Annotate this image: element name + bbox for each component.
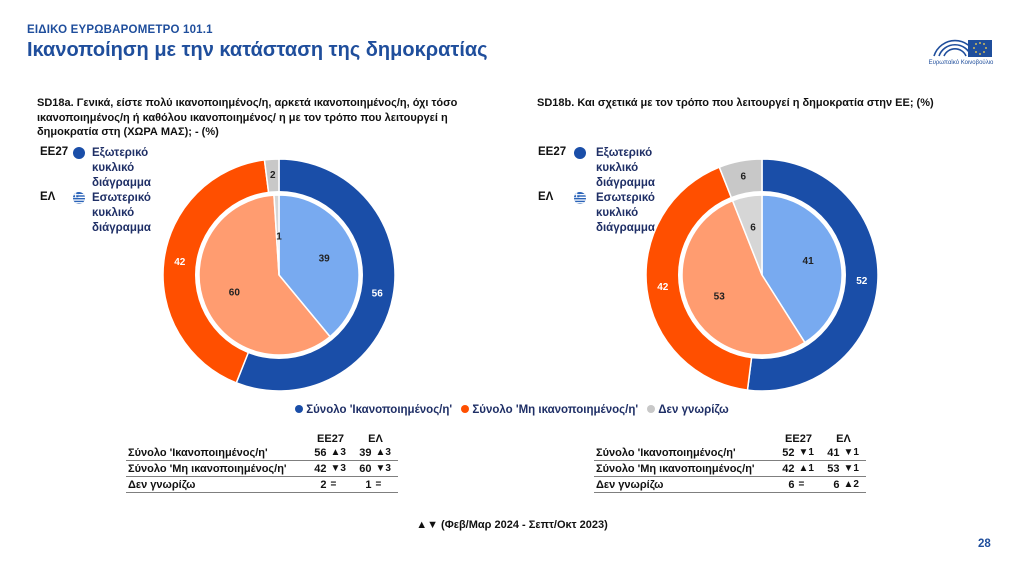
legend-gr-code: ΕΛ — [40, 191, 56, 203]
table-row: Σύνολο 'Μη ικανοποιημένος/η' 42 ▲1 53 ▼1 — [594, 460, 866, 477]
eu-value: 6 — [776, 476, 797, 493]
eu-change: ▼3 — [328, 460, 353, 477]
eu-value: 42 — [308, 460, 329, 477]
table-row: Σύνολο 'Ικανοποιημένος/η' 52 ▼1 41 ▼1 — [594, 445, 866, 461]
gr-value: 53 — [820, 460, 842, 477]
row-label: Δεν γνωρίζω — [594, 476, 776, 493]
outer-label-satisfied: 56 — [372, 288, 384, 299]
table-row: Σύνολο 'Ικανοποιημένος/η' 56 ▲3 39 ▲3 — [126, 445, 398, 461]
european-parliament-logo — [933, 39, 992, 57]
eu-value: 56 — [308, 445, 329, 461]
footnote: ▲▼ (Φεβ/Μαρ 2024 - Σεπτ/Οκτ 2023) — [416, 519, 608, 531]
dont-know-dot-icon — [647, 405, 656, 413]
row-label: Σύνολο 'Μη ικανοποιημένος/η' — [126, 460, 308, 477]
inner-label-satisfied: 41 — [803, 256, 815, 267]
inner-label-dont-know: 1 — [276, 232, 282, 243]
page-number: 28 — [978, 538, 991, 550]
table-header-gr: ΕΛ — [836, 432, 851, 445]
inner-label-dont-know: 6 — [750, 222, 756, 233]
eu-dot-icon — [574, 147, 586, 159]
legend-gr-code: ΕΛ — [538, 191, 554, 203]
inner-slice-dont-know — [731, 194, 763, 276]
outer-label-not-satisfied: 42 — [174, 257, 186, 268]
gr-change: ▲2 — [841, 476, 866, 493]
outer-label-dont-know: 2 — [270, 170, 276, 181]
eu-change: ▼1 — [796, 445, 821, 461]
eu-value: 52 — [776, 445, 797, 461]
not-satisfied-dot-icon — [461, 405, 470, 413]
inner-slice-dont-know — [273, 194, 280, 276]
legend-dont-know-label: Δεν γνωρίζω — [658, 404, 729, 416]
inner-slice-not-satisfied — [198, 194, 332, 356]
table-row: Σύνολο 'Μη ικανοποιημένος/η' 42 ▼3 60 ▼3 — [126, 460, 398, 477]
legend-eu-label: Εξωτερικό κυκλικό διάγραμμα — [596, 147, 655, 189]
page-title: Ικανοποίηση με την κατάσταση της δημοκρα… — [27, 39, 488, 61]
gr-change: ▼3 — [373, 460, 398, 477]
gr-change: ▼1 — [841, 460, 866, 477]
inner-slice-satisfied — [278, 194, 360, 338]
legend-eu-code: ΕΕ27 — [538, 146, 567, 158]
legend-eu-label: Εξωτερικό κυκλικό διάγραμμα — [92, 147, 151, 189]
question-sd18a: SD18a. Γενικά, είστε πολύ ικανοποιημένος… — [37, 97, 458, 138]
question-sd18b: SD18b. Και σχετικά με τον τρόπο που λειτ… — [537, 97, 934, 109]
legend-gr-label: Εσωτερικό κυκλικό διάγραμμα — [92, 192, 151, 234]
legend-item-dont-know: Δεν γνωρίζω — [647, 404, 729, 416]
gr-change: ▲3 — [373, 445, 398, 461]
row-label: Σύνολο 'Μη ικανοποιημένος/η' — [594, 460, 776, 477]
row-label: Δεν γνωρίζω — [126, 476, 308, 493]
eu-dot-icon — [73, 147, 85, 159]
gr-change: ▼1 — [841, 445, 866, 461]
legend-eu-code: ΕΕ27 — [40, 146, 69, 158]
table-row: Δεν γνωρίζω 6 = 6 ▲2 — [594, 476, 866, 493]
stats-table-sd18b: ΕΕ27 ΕΛ Σύνολο 'Ικανοποιημένος/η' 52 ▼1 … — [594, 432, 866, 493]
row-label: Σύνολο 'Ικανοποιημένος/η' — [594, 445, 776, 461]
legend-item-satisfied: Σύνολο 'Ικανοποιημένος/η' — [295, 404, 452, 416]
eu-change: = — [796, 476, 821, 493]
eu-value: 42 — [776, 460, 797, 477]
gr-value: 1 — [352, 476, 374, 493]
legend-satisfied-label: Σύνολο 'Ικανοποιημένος/η' — [306, 404, 453, 416]
stats-table-sd18a: ΕΕ27 ΕΛ Σύνολο 'Ικανοποιημένος/η' 56 ▲3 … — [126, 432, 398, 493]
eu-change: ▲3 — [328, 445, 353, 461]
gr-value: 60 — [352, 460, 374, 477]
outer-label-dont-know: 6 — [740, 171, 746, 182]
gr-value: 39 — [352, 445, 374, 461]
legend-gr-label: Εσωτερικό κυκλικό διάγραμμα — [596, 192, 655, 234]
legend-item-not-satisfied: Σύνολο 'Μη ικανοποιημένος/η' — [461, 404, 638, 416]
legend-not-satisfied-label: Σύνολο 'Μη ικανοποιημένος/η' — [472, 404, 639, 416]
gr-change: = — [373, 476, 398, 493]
inner-label-satisfied: 39 — [319, 253, 331, 264]
greek-flag-icon — [73, 192, 85, 204]
greek-flag-icon — [574, 192, 586, 204]
inner-slice-not-satisfied — [681, 199, 806, 356]
table-header-gr: ΕΛ — [368, 432, 383, 445]
eu-change: ▲1 — [796, 460, 821, 477]
outer-label-not-satisfied: 42 — [657, 282, 669, 293]
satisfied-dot-icon — [295, 405, 304, 413]
logo-text: Ευρωπαϊκό Κοινοβούλιο — [928, 60, 994, 66]
row-label: Σύνολο 'Ικανοποιημένος/η' — [126, 445, 308, 461]
eu-value: 2 — [308, 476, 329, 493]
table-row: Δεν γνωρίζω 2 = 1 = — [126, 476, 398, 493]
gr-value: 6 — [820, 476, 842, 493]
table-header-eu: ΕΕ27 — [785, 432, 812, 445]
table-header-eu: ΕΕ27 — [317, 432, 344, 445]
gr-value: 41 — [820, 445, 842, 461]
supertitle: ΕΙΔΙΚΟ ΕΥΡΩΒΑΡΟΜΕΤΡΟ 101.1 — [27, 24, 213, 36]
eu-change: = — [328, 476, 353, 493]
inner-label-not-satisfied: 60 — [229, 287, 241, 298]
bottom-legend: Σύνολο 'Ικανοποιημένος/η' Σύνολο 'Μη ικα… — [0, 404, 1024, 416]
inner-label-not-satisfied: 53 — [714, 291, 726, 302]
outer-label-satisfied: 52 — [856, 276, 868, 287]
